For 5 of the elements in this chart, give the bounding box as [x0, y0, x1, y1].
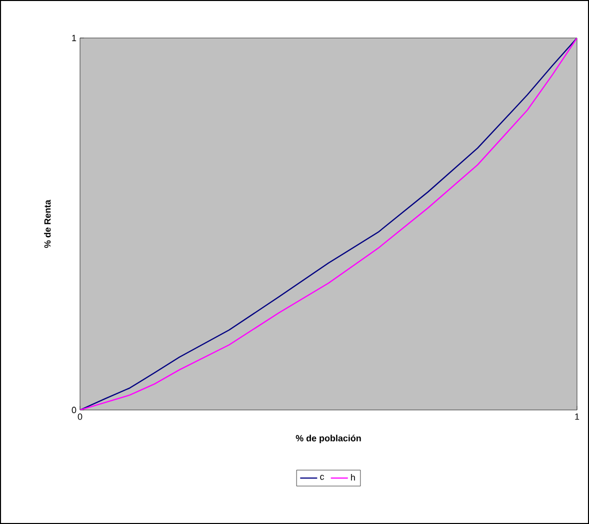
y-axis-title: % de Renta [44, 200, 51, 248]
line-series [80, 38, 578, 410]
x-axis-title: % de población [296, 434, 361, 444]
legend-label: h [351, 474, 355, 481]
legend-label: c [320, 474, 324, 480]
